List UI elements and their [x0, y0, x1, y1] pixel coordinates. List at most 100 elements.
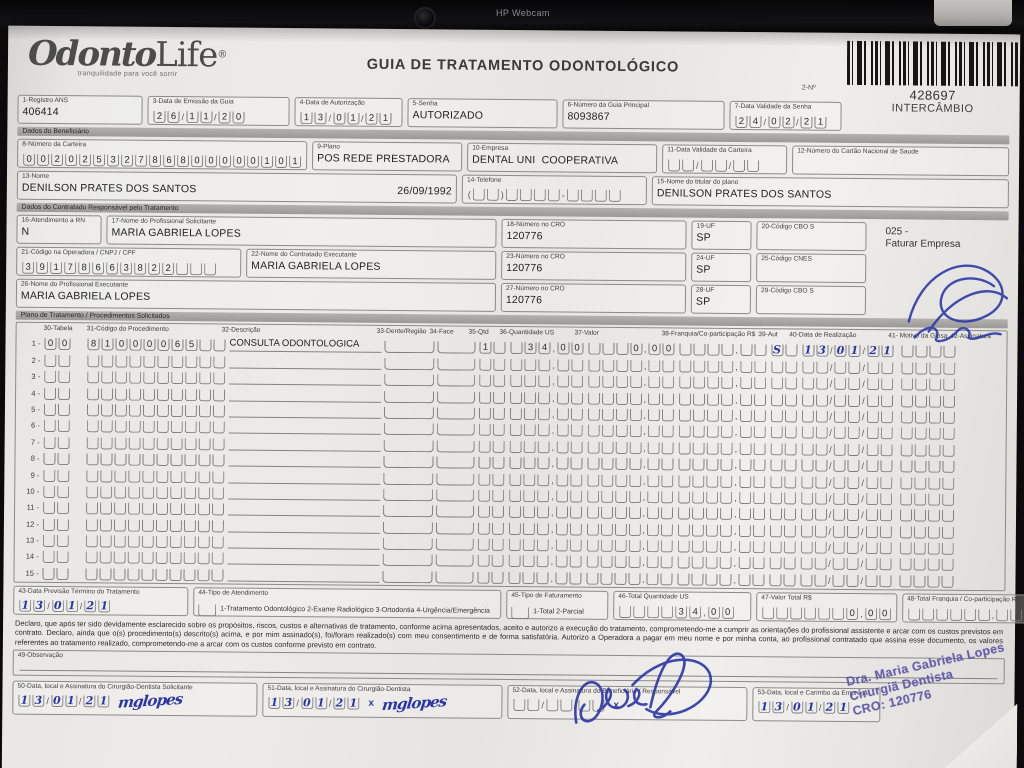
cell-valor: , [587, 390, 676, 405]
cell-tabela [42, 517, 82, 531]
col-valor: 37-Valor [574, 329, 599, 337]
cell-valor: , [587, 374, 676, 389]
cell-franquia: , [677, 522, 766, 537]
cell-valor: , [586, 439, 675, 455]
cell-dente [383, 472, 434, 485]
bezel-highlight [934, 0, 1012, 26]
cell-data: / / [800, 490, 896, 506]
cell-tabela [43, 402, 83, 417]
cell-data: / / [799, 523, 895, 539]
field-uf-solicitante: 19-UF SP [691, 220, 752, 251]
cell-franquia: , [678, 440, 767, 455]
cell-aut [770, 375, 798, 390]
cell-dente [384, 357, 435, 371]
cell-glosa [900, 377, 956, 392]
registered-mark: ® [217, 49, 228, 61]
faturar-empresa-note: 025 - Faturar Empresa [885, 226, 961, 250]
cell-dente [383, 439, 434, 453]
cell-glosa [899, 475, 955, 490]
cell-qtd [476, 570, 504, 584]
cell-us: , [509, 390, 584, 405]
beneficiary-name: DENILSON PRATES DOS SANTOS [21, 181, 197, 196]
field-telefone: 14-Telefone ( ) - [461, 174, 647, 206]
cell-tabela [42, 549, 82, 564]
cell-glosa [898, 540, 954, 555]
cell-tabela [43, 353, 83, 367]
cell-franquia: , [678, 424, 767, 439]
field-atendimento-rn: 16-Atendimento a RN N [16, 214, 102, 245]
cell-descricao [227, 551, 380, 567]
field-cro-executante: 23-Número no CRO 120776 [501, 250, 687, 282]
field-uf-prof-executante: 28-UF SP [690, 284, 752, 315]
cell-qtd [477, 455, 505, 470]
cell-valor: , [586, 423, 675, 438]
cell-codigo [85, 451, 225, 467]
cell-tabela [42, 533, 82, 548]
guide-number-label: 2-Nº [801, 84, 816, 92]
cell-face [435, 554, 474, 568]
cell-codigo [85, 517, 225, 533]
cell-descricao [228, 452, 381, 468]
cell-tabela [43, 369, 83, 384]
dentist-x-mark: x [368, 697, 375, 709]
cell-descricao [228, 403, 381, 419]
guide-number-block: 2-Nº 428697 INTERCÂMBIO [802, 40, 1024, 116]
cell-qtd [478, 389, 506, 404]
col-tabela: 30-Tabela [43, 324, 73, 333]
cell-data: / / [800, 425, 896, 440]
cell-codigo [86, 402, 226, 418]
cell-glosa [899, 508, 955, 523]
cell-codigo [85, 501, 225, 516]
col-codigo: 31-Código do Procedimento [86, 325, 169, 334]
col-data-realizacao: 40-Data de Realização [789, 331, 857, 340]
cell-aut [769, 408, 797, 423]
cell-codigo [85, 484, 225, 500]
cell-us: , [507, 570, 582, 585]
cell-face [437, 341, 476, 355]
solicitante-signature: mglopes [117, 689, 184, 712]
cell-glosa [900, 344, 956, 359]
totals-row: 43-Data Previsão Término do Tratamento 1… [13, 585, 1024, 624]
col-aut: 39-Aut [758, 331, 778, 339]
cell-qtd [478, 406, 506, 420]
cell-glosa [898, 524, 954, 539]
logo-text-life: Life [155, 34, 218, 76]
cell-qtd [478, 422, 506, 437]
form-paper: OdontoLife® tranquilidade para você sorr… [1, 25, 1024, 768]
cell-descricao: CONSULTA ODONTOLOGICA [229, 337, 382, 354]
cell-qtd [477, 471, 505, 486]
cell-us: , [508, 504, 583, 519]
cell-descricao [227, 567, 380, 583]
page-title: GUIA DE TRATAMENTO ODONTOLÓGICO [366, 56, 680, 76]
cell-glosa [898, 573, 954, 588]
cell-aut [769, 457, 797, 472]
cell-face [437, 358, 476, 371]
cell-data: / / [800, 507, 896, 522]
cell-descricao [228, 469, 381, 485]
cell-descricao [229, 370, 382, 387]
field-numero-guia-principal: 6-Número da Guia Principal 8093867 [562, 99, 725, 130]
cell-codigo [85, 533, 225, 549]
cell-qtd [477, 488, 505, 502]
cell-codigo [84, 566, 224, 582]
cell-franquia: , [677, 457, 766, 472]
cell-franquia: , [676, 571, 765, 587]
cell-qtd [477, 520, 505, 535]
cell-data: / / [801, 359, 897, 375]
beneficiary-birthdate: 26/09/1992 [397, 184, 452, 198]
field-nome: 13-Nome DENILSON PRATES DOS SANTOS 26/09/… [16, 170, 458, 204]
field-cbo-prof-executante: 29-Código CBO S [755, 285, 867, 316]
cell-franquia: , [678, 358, 767, 374]
field-cro-solicitante: 18-Número no CRO 120776 [501, 218, 687, 250]
cell-us: , [508, 455, 583, 470]
col-assinatura: 42-Assinatura [950, 332, 992, 341]
cell-face [435, 571, 474, 584]
cell-face [436, 440, 475, 453]
cell-data: / / [801, 392, 897, 407]
cell-tabela [43, 435, 83, 449]
